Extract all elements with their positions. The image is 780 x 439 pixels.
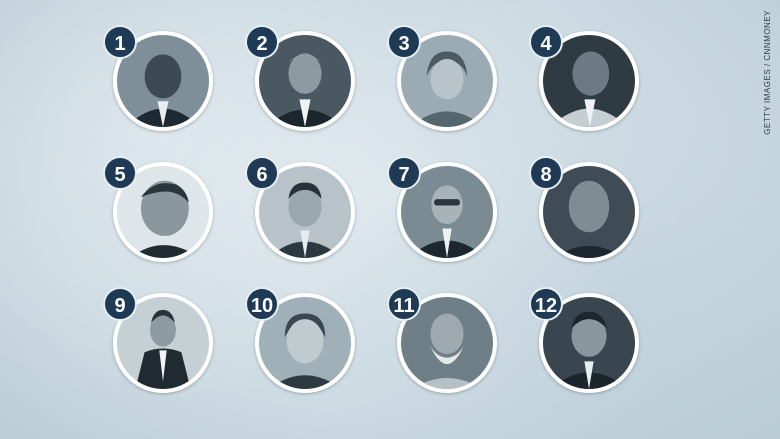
rank-badge-12: 12 (529, 287, 563, 321)
rank-badge-4: 4 (529, 25, 563, 59)
rank-badge-7: 7 (387, 156, 421, 190)
leader-portrait-8 (539, 162, 639, 262)
rank-badge-11: 11 (387, 287, 421, 321)
leader-cell-2[interactable]: 2 (245, 25, 360, 140)
leader-portrait-11 (397, 293, 497, 393)
leader-cell-5[interactable]: 5 (103, 156, 218, 271)
leader-cell-4[interactable]: 4 (529, 25, 644, 140)
rank-badge-10: 10 (245, 287, 279, 321)
rank-badge-9: 9 (103, 287, 137, 321)
leader-cell-6[interactable]: 6 (245, 156, 360, 271)
rank-badge-1: 1 (103, 25, 137, 59)
rank-badge-6: 6 (245, 156, 279, 190)
rank-badge-3: 3 (387, 25, 421, 59)
leader-cell-7[interactable]: 7 (387, 156, 502, 271)
leader-portrait-4 (539, 31, 639, 131)
leader-cell-9[interactable]: 9 (103, 287, 218, 402)
rank-badge-5: 5 (103, 156, 137, 190)
leader-cell-12[interactable]: 12 (529, 287, 644, 402)
leader-portrait-12 (539, 293, 639, 393)
rank-badge-2: 2 (245, 25, 279, 59)
leader-cell-8[interactable]: 8 (529, 156, 644, 271)
leader-cell-1[interactable]: 1 (103, 25, 218, 140)
leader-cell-3[interactable]: 3 (387, 25, 502, 140)
rank-badge-8: 8 (529, 156, 563, 190)
photo-credit: GETTY IMAGES / CNNMONEY (763, 10, 772, 135)
leader-cell-10[interactable]: 10 (245, 287, 360, 402)
leader-portrait-3 (397, 31, 497, 131)
leader-cell-11[interactable]: 11 (387, 287, 502, 402)
